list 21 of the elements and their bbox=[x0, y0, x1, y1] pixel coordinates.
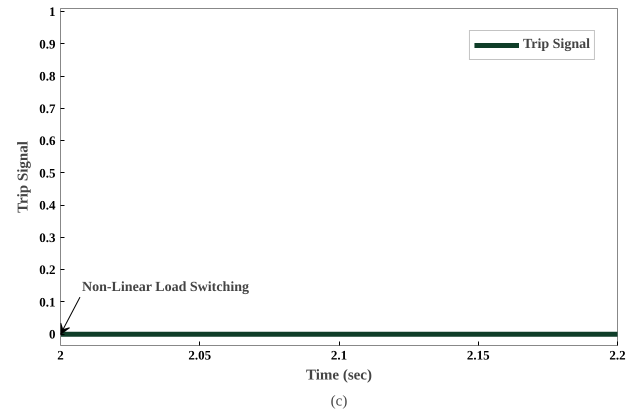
text: (c) bbox=[330, 394, 348, 410]
y-tick-label: 0.9 bbox=[39, 36, 56, 52]
y-tick-label: 0.3 bbox=[39, 230, 56, 245]
y-tick-label: 0.4 bbox=[39, 198, 56, 213]
y-tick-label: 0.7 bbox=[39, 100, 56, 116]
y-tick-label: 0.5 bbox=[39, 165, 56, 180]
x-tick-label: 2.1 bbox=[330, 348, 348, 362]
annotation: Non-Linear Load Switching bbox=[82, 280, 249, 296]
y-tick-label: 0 bbox=[49, 326, 56, 342]
x-tick-label: 2.15 bbox=[466, 348, 490, 362]
y-tick-label: 0.2 bbox=[39, 262, 56, 278]
legend-label: Trip Signal bbox=[522, 37, 590, 53]
x-axis-title: Time (sec) bbox=[306, 368, 372, 384]
x-tick-label: 2.2 bbox=[609, 348, 626, 362]
y-axis-title: Trip Signal bbox=[15, 141, 32, 213]
x-tick-label: 2.05 bbox=[188, 348, 212, 362]
y-tick-label: 0.1 bbox=[39, 294, 56, 310]
y-tick-label: 1 bbox=[49, 4, 56, 20]
x-tick-label: 2 bbox=[57, 348, 64, 362]
y-tick-label: 0.8 bbox=[39, 68, 56, 84]
y-tick-label: 0.6 bbox=[39, 133, 56, 148]
